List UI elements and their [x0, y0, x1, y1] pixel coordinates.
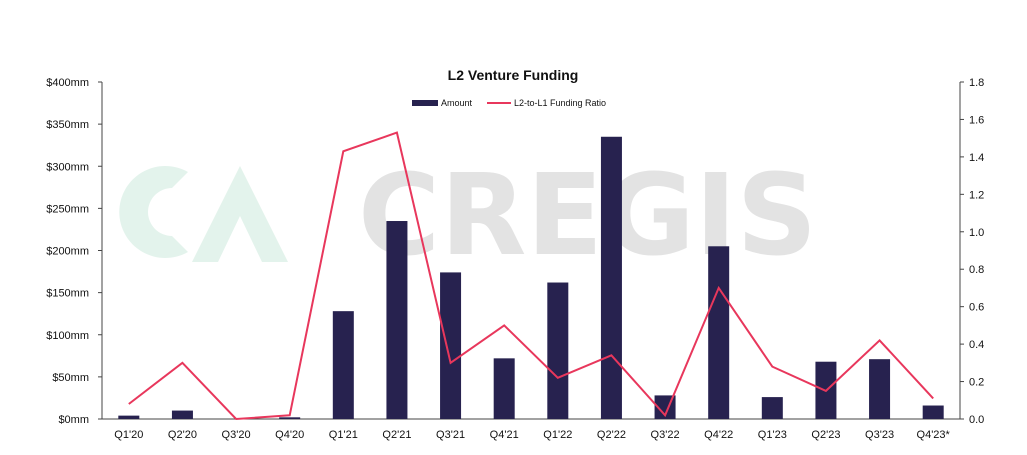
- amount-bar: [708, 246, 730, 419]
- right-y-axis: 0.0 0.2 0.4 0.6 0.8 1.0 1.2 1.4 1.6 1.8: [959, 77, 984, 426]
- x-tick-label: Q2'21: [382, 429, 411, 441]
- right-tick-label: 1.2: [969, 189, 984, 201]
- amount-bar: [118, 415, 140, 419]
- left-tick-label: $350mm: [46, 119, 89, 131]
- amount-bar: [547, 282, 569, 419]
- left-tick-label: $100mm: [46, 330, 89, 342]
- x-tick-label: Q4'23*: [917, 429, 951, 441]
- amount-bar: [332, 311, 354, 419]
- amount-bar: [386, 221, 408, 419]
- amount-bar: [279, 417, 301, 419]
- left-tick-label: $150mm: [46, 288, 89, 300]
- amount-bar: [869, 359, 891, 419]
- right-tick-label: 1.8: [969, 77, 984, 89]
- amount-bar: [761, 397, 783, 419]
- x-tick-label: Q2'23: [811, 429, 840, 441]
- chart-title: L2 Venture Funding: [448, 67, 579, 83]
- right-tick-label: 0.6: [969, 302, 984, 314]
- amount-bar: [171, 410, 193, 419]
- legend-ratio-label: L2-to-L1 Funding Ratio: [514, 98, 606, 108]
- left-tick-label: $0mm: [58, 414, 89, 426]
- left-tick-label: $300mm: [46, 161, 89, 173]
- cregis-watermark: CREGIS: [119, 151, 817, 281]
- right-tick-label: 1.0: [969, 227, 984, 239]
- right-tick-label: 1.6: [969, 114, 984, 126]
- chart-legend: Amount L2-to-L1 Funding Ratio: [412, 98, 606, 108]
- amount-bars: [118, 136, 944, 419]
- amount-bar: [922, 405, 944, 419]
- x-tick-label: Q3'22: [651, 429, 680, 441]
- right-tick-label: 0.8: [969, 264, 984, 276]
- ratio-line-path: [128, 131, 934, 421]
- x-tick-label: Q1'22: [543, 429, 572, 441]
- amount-bar: [600, 136, 622, 419]
- left-tick-label: $250mm: [46, 203, 89, 215]
- x-tick-label: Q4'22: [704, 429, 733, 441]
- legend-amount-swatch: [412, 100, 438, 106]
- watermark-text: CREGIS: [358, 151, 817, 281]
- ratio-line: [128, 131, 934, 421]
- x-axis: Q1'20 Q2'20 Q3'20 Q4'20 Q1'21 Q2'21 Q3'21 Q4'21…: [102, 418, 960, 441]
- x-tick-label: Q1'20: [114, 429, 143, 441]
- amount-bar: [493, 358, 515, 419]
- left-tick-label: $400mm: [46, 77, 89, 89]
- right-tick-label: 0.0: [969, 414, 984, 426]
- x-tick-label: Q1'21: [329, 429, 358, 441]
- x-tick-label: Q4'21: [490, 429, 519, 441]
- left-tick-label: $200mm: [46, 246, 89, 258]
- legend-amount-label: Amount: [441, 98, 473, 108]
- cregis-logo-icon: [119, 166, 288, 262]
- x-tick-label: Q2'20: [168, 429, 197, 441]
- x-tick-label: Q3'21: [436, 429, 465, 441]
- left-tick-label: $50mm: [52, 372, 89, 384]
- x-tick-label: Q1'23: [758, 429, 787, 441]
- x-tick-label: Q2'22: [597, 429, 626, 441]
- right-tick-label: 0.2: [969, 377, 984, 389]
- x-tick-label: Q3'23: [865, 429, 894, 441]
- right-tick-label: 0.4: [969, 339, 984, 351]
- left-y-axis: $0mm $50mm $100mm $150mm $200mm $250mm $300mm $…: [46, 77, 103, 426]
- amount-bar: [440, 272, 462, 419]
- x-tick-label: Q3'20: [222, 429, 251, 441]
- x-tick-label: Q4'20: [275, 429, 304, 441]
- right-tick-label: 1.4: [969, 152, 984, 164]
